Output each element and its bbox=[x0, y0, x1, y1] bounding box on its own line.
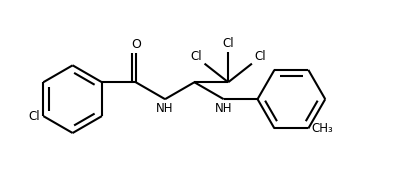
Text: CH₃: CH₃ bbox=[312, 122, 333, 135]
Text: Cl: Cl bbox=[222, 37, 234, 50]
Text: Cl: Cl bbox=[191, 50, 203, 63]
Text: Cl: Cl bbox=[254, 50, 265, 63]
Text: NH: NH bbox=[215, 102, 232, 115]
Text: NH: NH bbox=[156, 102, 174, 115]
Text: O: O bbox=[131, 38, 141, 51]
Text: Cl: Cl bbox=[29, 110, 40, 123]
